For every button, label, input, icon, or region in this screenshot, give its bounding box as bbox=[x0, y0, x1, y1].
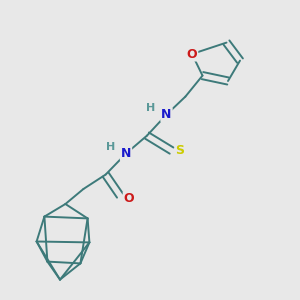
Text: N: N bbox=[161, 108, 172, 121]
Text: S: S bbox=[176, 144, 184, 157]
Text: O: O bbox=[124, 192, 134, 205]
Text: H: H bbox=[106, 142, 115, 152]
Text: N: N bbox=[121, 147, 131, 160]
Text: H: H bbox=[146, 103, 155, 113]
Text: O: O bbox=[187, 47, 197, 61]
